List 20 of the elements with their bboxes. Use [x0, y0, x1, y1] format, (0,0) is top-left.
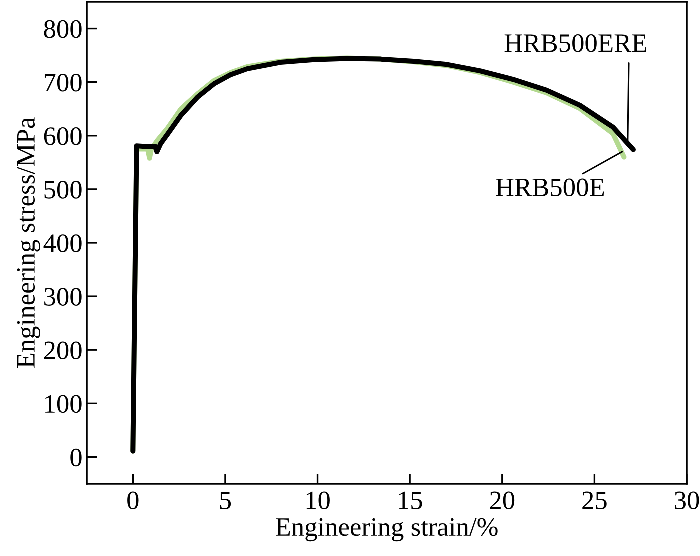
- y-tick-label: 600: [44, 127, 82, 146]
- y-tick-label: 0: [70, 448, 82, 467]
- y-tick-label: 100: [46, 395, 82, 414]
- x-tick-label: 25: [582, 492, 607, 510]
- y-tick-label: 300: [44, 288, 82, 306]
- y-tick-label: 200: [44, 342, 82, 360]
- x-tick-label: 0: [128, 492, 139, 510]
- y-tick-label: 500: [44, 181, 82, 199]
- y-tick-label: 700: [44, 74, 82, 92]
- x-axis-title: Engineering strain/%: [276, 518, 498, 542]
- x-tick-label: 5: [220, 492, 232, 510]
- x-tick-label: 10: [306, 492, 330, 510]
- x-tick-label: 15: [399, 492, 422, 510]
- y-tick-label: 800: [44, 20, 82, 38]
- y-tick-label: 400: [44, 234, 82, 252]
- annotation: HRB500ERE: [504, 34, 646, 52]
- y-axis-title: Engineering stress/MPa: [17, 118, 40, 368]
- annotation: HRB500E: [496, 178, 604, 197]
- x-tick-label: 30: [675, 492, 700, 510]
- x-tick-label: 20: [490, 492, 515, 510]
